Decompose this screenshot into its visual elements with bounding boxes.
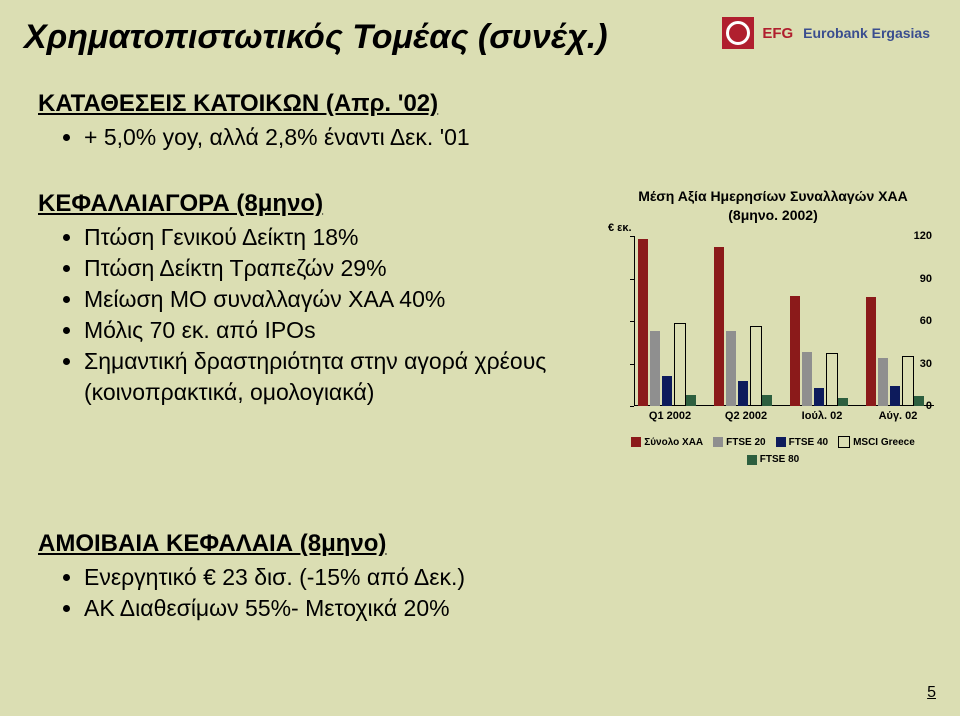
bar <box>714 247 724 406</box>
y-tick-label: 120 <box>908 230 932 242</box>
bar <box>686 395 696 406</box>
logo-mark-icon <box>722 17 754 49</box>
bar <box>826 353 838 406</box>
bar <box>738 381 748 407</box>
y-tick-label: 90 <box>908 273 932 285</box>
list-item: Πτώση Δείκτη Τραπεζών 29% <box>84 253 598 284</box>
bar <box>890 386 900 406</box>
x-tick-label: Ιούλ. 02 <box>786 410 858 422</box>
legend-swatch-icon <box>631 437 641 447</box>
bar <box>814 388 824 406</box>
x-tick-label: Q2 2002 <box>710 410 782 422</box>
section-deposits: ΚΑΤΑΘΕΣΕΙΣ ΚΑΤΟΙΚΩΝ (Απρ. '02) + 5,0% yo… <box>38 90 598 171</box>
bar <box>838 398 848 407</box>
bar <box>878 358 888 406</box>
y-tick-mark <box>630 236 634 237</box>
logo-name: Eurobank Ergasias <box>803 25 930 41</box>
bar <box>674 323 686 406</box>
bullet-list: Ενεργητικό € 23 δισ. (-15% από Δεκ.)ΑΚ Δ… <box>38 562 598 624</box>
bar <box>750 326 762 406</box>
page-title: Χρηματοπιστωτικός Τομέας (συνέχ.) <box>24 18 608 57</box>
x-tick-label: Αύγ. 02 <box>862 410 934 422</box>
legend-swatch-icon <box>776 437 786 447</box>
legend-label: Σύνολο ΧΑΑ <box>644 437 703 448</box>
legend-item: FTSE 40 <box>776 436 828 448</box>
legend-item: Σύνολο ΧΑΑ <box>631 436 703 448</box>
legend-swatch-icon <box>747 455 757 465</box>
bar <box>650 331 660 406</box>
x-tick-label: Q1 2002 <box>634 410 706 422</box>
chart-legend: Σύνολο ΧΑΑ FTSE 20 FTSE 40 MSCI Greece FTSE … <box>608 436 938 465</box>
legend-item: MSCI Greece <box>838 436 915 448</box>
legend-label: MSCI Greece <box>853 437 915 448</box>
bar <box>726 331 736 406</box>
y-tick-mark <box>630 364 634 365</box>
legend-item: FTSE 80 <box>747 454 799 465</box>
y-tick-mark <box>630 279 634 280</box>
logo-efg: EFG <box>762 25 793 42</box>
bullet-list: Πτώση Γενικού Δείκτη 18%Πτώση Δείκτη Τρα… <box>38 222 598 408</box>
list-item: Πτώση Γενικού Δείκτη 18% <box>84 222 598 253</box>
legend-label: FTSE 80 <box>760 454 799 465</box>
legend-swatch-icon <box>838 436 850 448</box>
list-item: Μείωση ΜΟ συναλλαγών ΧΑΑ 40% <box>84 284 598 315</box>
list-item: ΑΚ Διαθεσίμων 55%- Μετοχικά 20% <box>84 593 598 624</box>
bar <box>638 239 648 406</box>
section-heading: ΚΕΦΑΛΑΙΑΓΟΡΑ (8μηνο) <box>38 190 598 218</box>
list-item: Ενεργητικό € 23 δισ. (-15% από Δεκ.) <box>84 562 598 593</box>
bar <box>914 396 924 406</box>
section-capital-market: ΚΕΦΑΛΑΙΑΓΟΡΑ (8μηνο) Πτώση Γενικού Δείκτ… <box>38 190 598 426</box>
bar <box>790 296 800 407</box>
page-number: 5 <box>927 684 936 702</box>
bar <box>902 356 914 406</box>
section-mutual-funds: ΑΜΟΙΒΑΙΑ ΚΕΦΑΛΑΙΑ (8μηνο) Ενεργητικό € 2… <box>38 530 598 642</box>
chart-title: Μέση Αξία Ημερησίων Συναλλαγών ΧΑΑ <box>608 188 938 205</box>
legend-label: FTSE 20 <box>726 437 765 448</box>
legend-swatch-icon <box>713 437 723 447</box>
bar <box>802 352 812 406</box>
y-tick-mark <box>630 321 634 322</box>
y-axis-unit: € εκ. <box>608 222 632 234</box>
chart-plot: 0306090120Q1 2002Q2 2002Ιούλ. 02Αύγ. 02 <box>634 236 934 406</box>
section-heading: ΚΑΤΑΘΕΣΕΙΣ ΚΑΤΟΙΚΩΝ (Απρ. '02) <box>38 90 598 118</box>
y-tick-label: 60 <box>908 315 932 327</box>
list-item: Σημαντική δραστηριότητα στην αγορά χρέου… <box>84 346 598 408</box>
bar <box>866 297 876 406</box>
list-item: Μόλις 70 εκ. από IPOs <box>84 315 598 346</box>
brand-logo: EFG Eurobank Ergasias <box>670 14 930 52</box>
section-heading: ΑΜΟΙΒΑΙΑ ΚΕΦΑΛΑΙΑ (8μηνο) <box>38 530 598 558</box>
y-tick-mark <box>630 406 634 407</box>
legend-label: FTSE 40 <box>789 437 828 448</box>
bar <box>662 376 672 406</box>
list-item: + 5,0% yoy, αλλά 2,8% έναντι Δεκ. '01 <box>84 122 598 153</box>
bar <box>762 395 772 406</box>
legend-item: FTSE 20 <box>713 436 765 448</box>
y-axis-line <box>634 236 635 406</box>
bar-chart: Μέση Αξία Ημερησίων Συναλλαγών ΧΑΑ (8μην… <box>608 188 938 488</box>
bullet-list: + 5,0% yoy, αλλά 2,8% έναντι Δεκ. '01 <box>38 122 598 153</box>
chart-subtitle: (8μηνο. 2002) <box>608 207 938 223</box>
